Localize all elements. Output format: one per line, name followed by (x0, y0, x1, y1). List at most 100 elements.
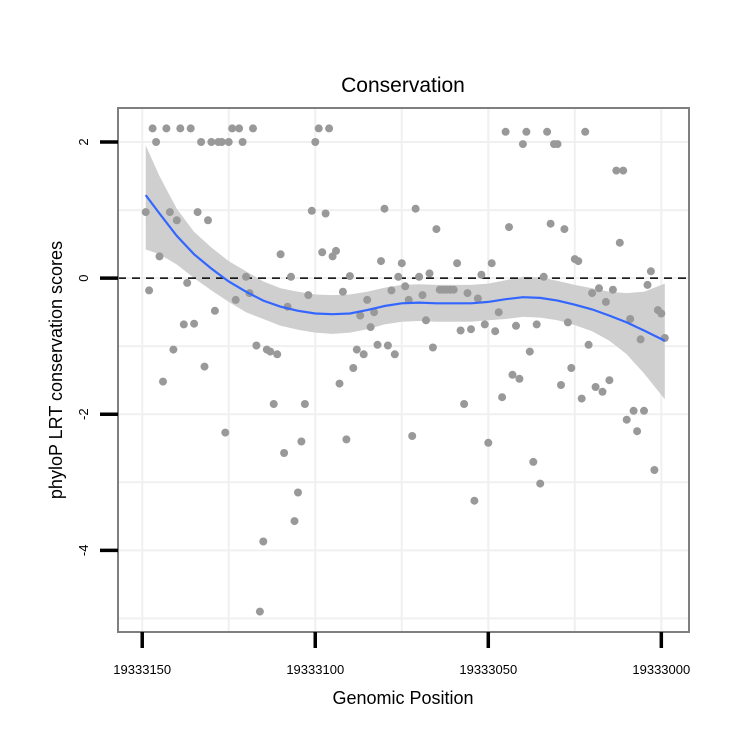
data-point (210, 306, 219, 315)
data-point (428, 343, 437, 352)
data-point (557, 381, 565, 389)
x-tick-label: 19333050 (459, 662, 517, 677)
data-point (276, 250, 285, 259)
data-point (529, 457, 538, 466)
data-point (269, 400, 278, 408)
x-tick-label: 19333150 (113, 662, 171, 677)
data-point (183, 278, 192, 287)
data-point (619, 166, 628, 175)
plot-panel (118, 108, 689, 632)
data-point (172, 216, 181, 225)
data-point (221, 428, 230, 437)
data-point (162, 124, 171, 133)
data-point (598, 387, 607, 396)
data-point (522, 127, 531, 136)
y-tick-label: -4 (76, 545, 91, 557)
data-point (273, 350, 282, 359)
data-point (155, 252, 164, 261)
data-point (373, 340, 382, 349)
data-point (560, 225, 569, 234)
data-point (512, 321, 520, 330)
data-point (601, 297, 610, 306)
data-point (231, 295, 240, 304)
data-point (456, 326, 465, 335)
data-point (235, 124, 244, 133)
y-axis: 2 0 -2 -4 (76, 138, 118, 556)
data-point (660, 334, 669, 342)
data-point (425, 269, 434, 278)
data-point (200, 362, 209, 371)
data-point (422, 316, 430, 325)
data-point (415, 272, 424, 281)
data-point (449, 285, 458, 294)
data-point (591, 383, 600, 391)
data-point (515, 374, 524, 383)
data-point (539, 272, 548, 281)
data-point (518, 140, 527, 149)
data-point (463, 289, 472, 298)
data-point (242, 272, 250, 281)
smooth-trend-line (144, 194, 666, 342)
data-point (217, 138, 226, 146)
data-point (342, 435, 351, 444)
data-point (536, 479, 545, 488)
data-point (383, 341, 392, 350)
data-point (563, 318, 572, 327)
data-point (411, 204, 420, 213)
chart-title: Conservation (341, 74, 465, 97)
data-point (615, 238, 624, 247)
data-point (366, 323, 375, 332)
data-point (418, 291, 427, 300)
data-point (255, 607, 264, 616)
data-point (377, 257, 385, 266)
data-point (577, 394, 586, 403)
x-axis: 19333150 19333100 19333050 19333000 (113, 632, 690, 677)
data-point (152, 138, 161, 146)
data-point (179, 320, 188, 329)
data-point (169, 345, 178, 354)
data-point (473, 294, 482, 303)
data-point (363, 295, 372, 304)
data-point (228, 124, 237, 133)
x-tick-label: 19333100 (286, 662, 344, 677)
data-point (501, 127, 510, 136)
data-point (567, 364, 576, 372)
plot-panel-border (117, 107, 690, 633)
data-point (204, 216, 212, 225)
data-point (408, 432, 417, 440)
data-point (159, 377, 167, 386)
data-point (148, 124, 157, 133)
data-point (145, 286, 154, 295)
data-point (332, 246, 340, 255)
data-point (470, 496, 479, 505)
data-point (657, 309, 666, 318)
data-point (238, 138, 247, 146)
data-point (359, 350, 368, 359)
x-axis-title: Genomic Position (332, 688, 473, 708)
data-point (650, 466, 659, 474)
data-point (176, 124, 185, 133)
data-point (532, 320, 541, 329)
data-point (224, 138, 233, 146)
data-point (491, 327, 500, 336)
data-point (643, 280, 652, 289)
data-point (370, 308, 379, 317)
data-point (636, 335, 645, 344)
data-point (380, 204, 389, 213)
data-point (622, 415, 631, 424)
data-point (304, 291, 313, 300)
data-point (300, 400, 309, 408)
y-tick-label: 0 (76, 275, 91, 282)
data-point (352, 345, 361, 354)
data-point (608, 285, 617, 294)
data-point (612, 166, 621, 175)
data-point (290, 517, 299, 526)
data-point (543, 127, 552, 136)
data-point (266, 347, 275, 356)
data-point (252, 341, 261, 350)
data-point (249, 124, 257, 133)
data-point (546, 219, 555, 228)
data-point (197, 138, 206, 146)
data-point (207, 138, 216, 146)
